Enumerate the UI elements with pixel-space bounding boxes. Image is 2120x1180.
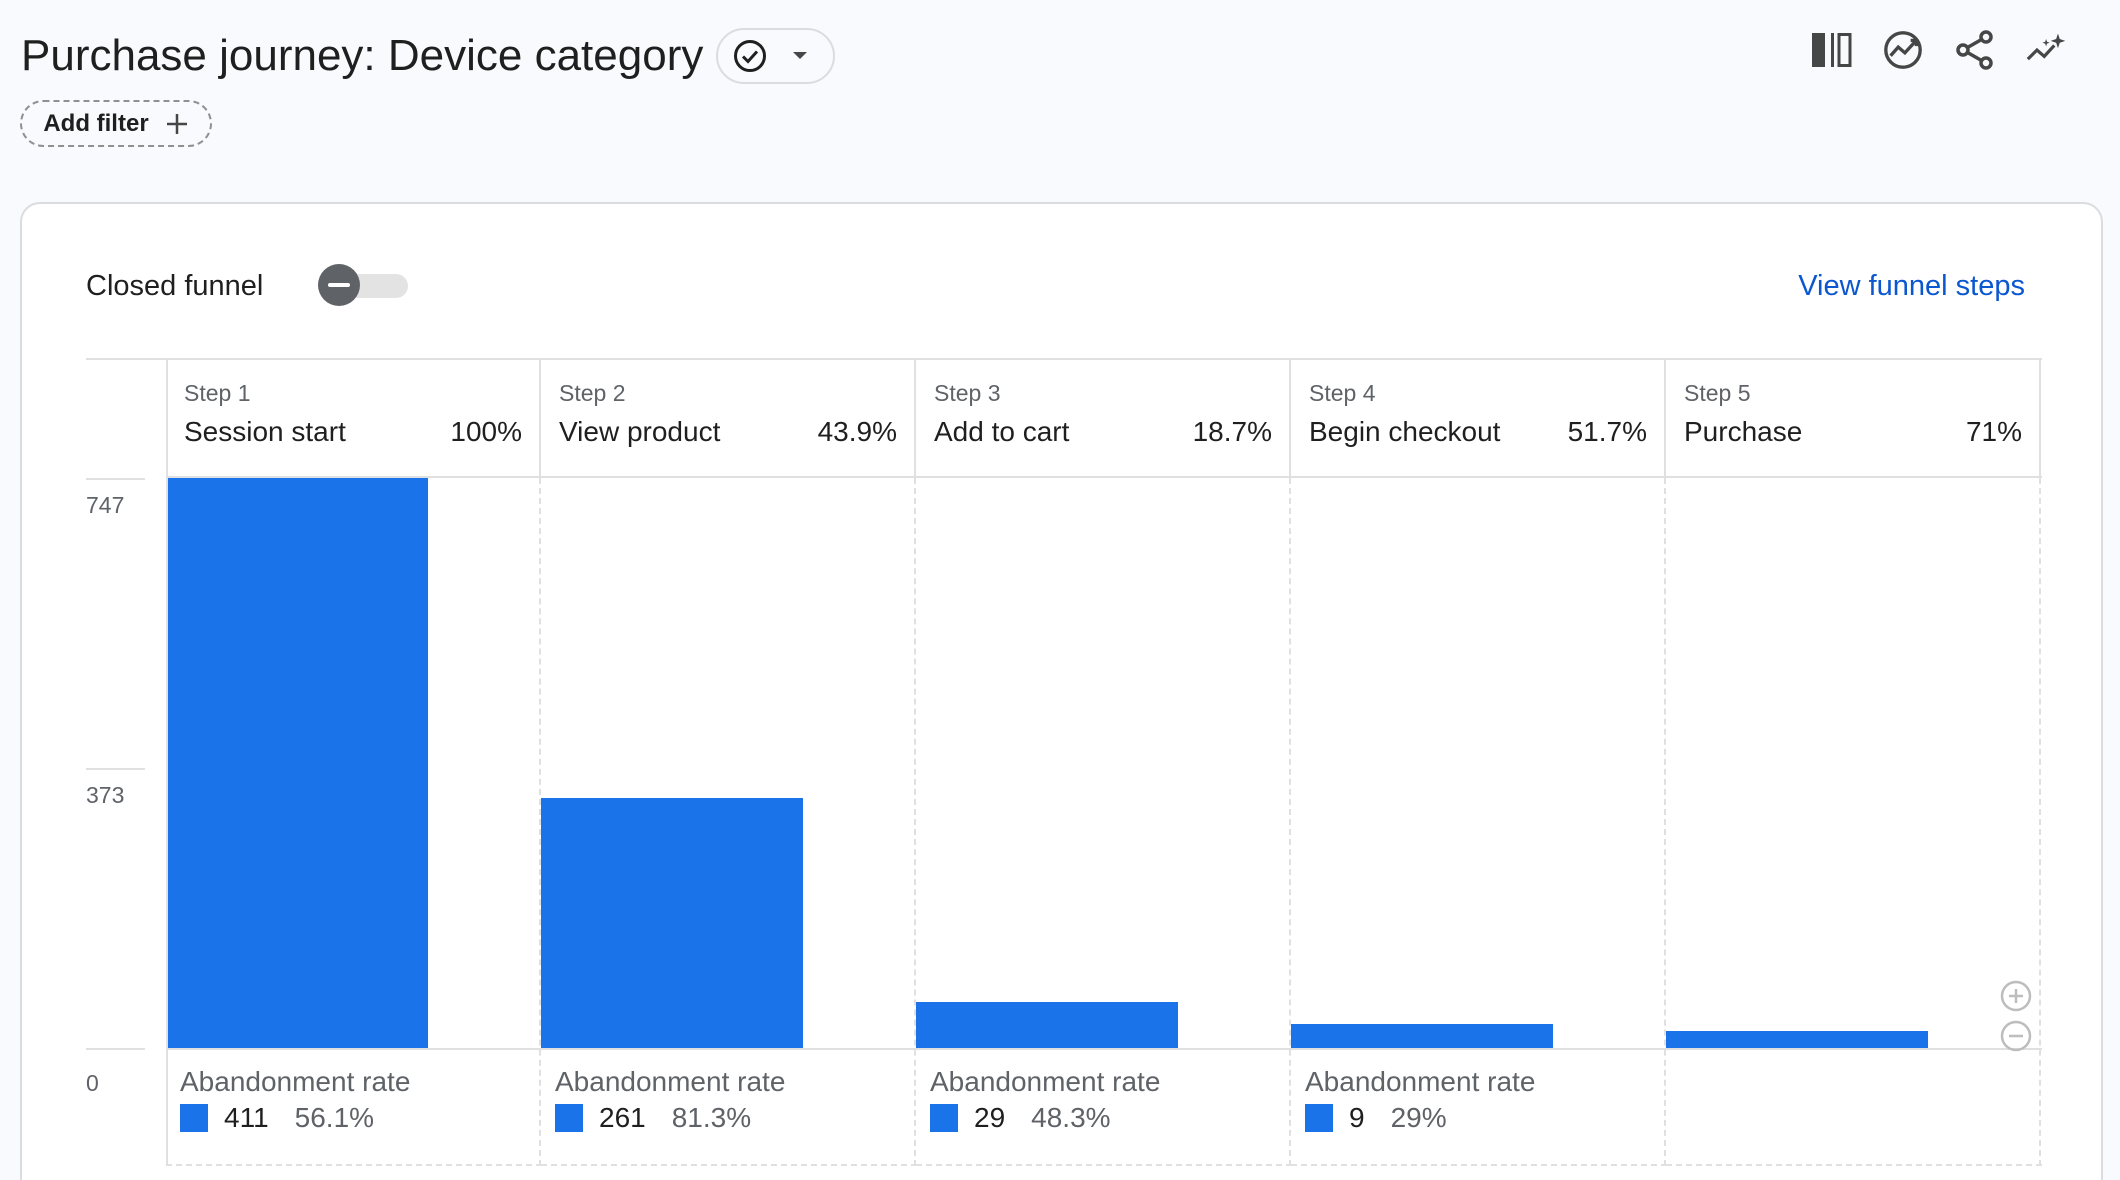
header-top-line: [86, 358, 166, 360]
step-footer: Abandonment rate 9 29%: [1291, 1048, 1667, 1166]
step-number: Step 2: [559, 380, 626, 406]
step-name: View product: [559, 416, 721, 447]
step-plot: [916, 478, 1292, 1048]
step-name: Purchase: [1684, 416, 1803, 447]
minus-icon: [328, 283, 350, 287]
abandonment-values: 9 29%: [1305, 1102, 1447, 1134]
step-header: Step 4 Begin checkout 51.7%: [1291, 358, 1667, 478]
report-status-dropdown[interactable]: [716, 28, 835, 84]
step-number: Step 3: [934, 380, 1001, 406]
funnel-bar[interactable]: [1666, 1031, 1928, 1048]
funnel-step-1[interactable]: Step 1 Session start 100% Abandonment rate 4…: [166, 358, 542, 1166]
step-completion-rate: 51.7%: [1567, 416, 1647, 447]
toolbar: [1810, 24, 2068, 76]
funnel-steps: Step 1 Session start 100% Abandonment rate 4…: [166, 358, 2042, 1166]
step-completion-rate: 71%: [1965, 416, 2022, 447]
step-name: Begin checkout: [1309, 416, 1501, 447]
page-title: Purchase journey: Device category: [21, 31, 704, 80]
step-plot: [541, 478, 917, 1048]
legend-swatch: [930, 1104, 958, 1132]
funnel-bar[interactable]: [541, 798, 803, 1048]
abandonment-count: 261: [599, 1102, 646, 1133]
report-header: Purchase journey: Device category Add fi…: [0, 0, 2120, 200]
step-header: Step 1 Session start 100%: [166, 358, 542, 478]
insights-icon[interactable]: [1882, 24, 1924, 76]
step-number: Step 5: [1684, 380, 1751, 406]
funnel-step-2[interactable]: Step 2 View product 43.9% Abandonment rate 2…: [541, 358, 917, 1166]
add-filter-button[interactable]: Add filter: [20, 100, 212, 147]
step-header: Step 3 Add to cart 18.7%: [916, 358, 1292, 478]
abandonment-rate: 56.1%: [294, 1102, 375, 1133]
y-gridline: [86, 1048, 145, 1050]
compare-icon[interactable]: [1810, 24, 1852, 76]
abandonment-count: 9: [1349, 1102, 1365, 1133]
view-funnel-steps-link[interactable]: View funnel steps: [1798, 270, 2025, 302]
step-name: Session start: [184, 416, 346, 447]
y-tick-label: 747: [86, 492, 125, 518]
chevron-down-icon: [793, 52, 807, 59]
step-number: Step 1: [184, 380, 251, 406]
abandonment-rate-label: Abandonment rate: [180, 1066, 411, 1097]
abandonment-values: 261 81.3%: [555, 1102, 751, 1134]
y-tick-label: 373: [86, 782, 125, 808]
zoom-in-icon[interactable]: [2000, 980, 2032, 1012]
abandonment-rate: 81.3%: [671, 1102, 752, 1133]
funnel-step-4[interactable]: Step 4 Begin checkout 51.7% Abandonment rat…: [1291, 358, 1667, 1166]
abandonment-rate-label: Abandonment rate: [930, 1066, 1161, 1097]
step-footer: Abandonment rate 261 81.3%: [541, 1048, 917, 1166]
funnel-bar[interactable]: [166, 478, 428, 1048]
abandonment-values: 29 48.3%: [930, 1102, 1111, 1134]
step-completion-rate: 43.9%: [817, 416, 897, 447]
step-footer: [1666, 1048, 2042, 1166]
closed-funnel-label: Closed funnel: [86, 270, 264, 302]
zoom-out-icon[interactable]: [2000, 1020, 2032, 1052]
toggle-knob: [318, 264, 360, 306]
step-plot: [1291, 478, 1667, 1048]
step-completion-rate: 18.7%: [1192, 416, 1272, 447]
funnel-bar[interactable]: [1291, 1024, 1553, 1048]
y-tick-label: 0: [86, 1070, 99, 1096]
step-completion-rate: 100%: [450, 416, 522, 447]
anomaly-icon[interactable]: [2026, 24, 2068, 76]
abandonment-values: 411 56.1%: [180, 1102, 374, 1134]
funnel-chart: 747 373 0 Step 1 Session start 100% Abandon…: [86, 358, 2042, 1166]
funnel-step-3[interactable]: Step 3 Add to cart 18.7% Abandonment rate 29…: [916, 358, 1292, 1166]
abandonment-rate: 29%: [1390, 1102, 1447, 1133]
step-footer: Abandonment rate 29 48.3%: [916, 1048, 1292, 1166]
add-filter-label: Add filter: [43, 109, 149, 137]
funnel-step-5[interactable]: Step 5 Purchase 71%: [1666, 358, 2042, 1166]
y-gridline: [86, 478, 145, 480]
step-plot: [1666, 478, 2042, 1048]
abandonment-rate: 48.3%: [1031, 1102, 1111, 1133]
step-header: Step 5 Purchase 71%: [1666, 358, 2042, 478]
legend-swatch: [1305, 1104, 1333, 1132]
legend-swatch: [180, 1104, 208, 1132]
abandonment-count: 29: [974, 1102, 1006, 1133]
legend-swatch: [555, 1104, 583, 1132]
funnel-bar[interactable]: [916, 1002, 1178, 1048]
abandonment-count: 411: [224, 1102, 269, 1133]
closed-funnel-toggle[interactable]: [318, 264, 414, 306]
share-icon[interactable]: [1954, 24, 1996, 76]
step-name: Add to cart: [934, 416, 1070, 447]
step-number: Step 4: [1309, 380, 1376, 406]
abandonment-rate-label: Abandonment rate: [1305, 1066, 1536, 1097]
step-plot: [166, 478, 542, 1048]
step-header: Step 2 View product 43.9%: [541, 358, 917, 478]
column-separator: [166, 358, 168, 1166]
funnel-card: Closed funnel View funnel steps 747 373 …: [20, 202, 2103, 1180]
y-gridline: [86, 768, 145, 770]
step-footer: Abandonment rate 411 56.1%: [166, 1048, 542, 1166]
abandonment-rate-label: Abandonment rate: [555, 1066, 786, 1097]
plus-icon: [166, 113, 187, 134]
check-circle-icon: [734, 40, 766, 72]
